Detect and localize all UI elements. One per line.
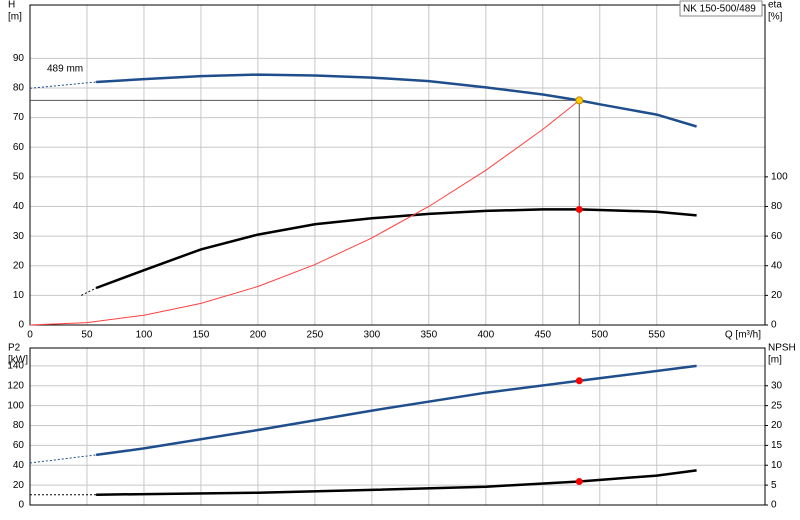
plot-border xyxy=(29,4,766,326)
x-tick-label: 250 xyxy=(307,330,324,341)
y2-tick-label: 60 xyxy=(771,231,783,242)
y2-tick-label: 40 xyxy=(771,260,783,271)
x-tick-label: 550 xyxy=(648,330,665,341)
x-tick-label: 500 xyxy=(591,330,608,341)
operating-point xyxy=(575,96,584,105)
y2-tick-label: 20 xyxy=(771,290,783,301)
y-tick-label: 10 xyxy=(13,290,25,301)
curve-label: 489 mm xyxy=(47,64,83,75)
y-tick-label: 140 xyxy=(7,361,24,372)
x-tick-label: 50 xyxy=(81,330,93,341)
chart-title: NK 150-500/489 xyxy=(683,4,756,15)
x-tick-label: 200 xyxy=(250,330,267,341)
x-tick-label: 350 xyxy=(420,330,437,341)
y2-tick-label: 0 xyxy=(771,500,777,511)
operating-point xyxy=(575,377,583,385)
plot-area xyxy=(30,348,765,505)
series-line xyxy=(95,208,697,290)
y-tick-label: 50 xyxy=(13,171,25,182)
x-tick-label: 150 xyxy=(193,330,210,341)
y2-tick-label: 80 xyxy=(771,201,783,212)
x-tick-label: 0 xyxy=(27,330,33,341)
y-tick-label: 80 xyxy=(13,83,25,94)
y-axis-unit: [kW] xyxy=(8,355,28,366)
series-line xyxy=(29,81,97,89)
series-line xyxy=(96,469,697,496)
x-axis-label: Q [m³/h] xyxy=(725,330,761,341)
y2-tick-label: 100 xyxy=(771,171,788,182)
y-tick-label: 40 xyxy=(13,201,25,212)
y2-tick-label: 5 xyxy=(771,480,777,491)
y2-axis-label: eta xyxy=(768,0,782,11)
y2-tick-label: 15 xyxy=(771,440,783,451)
series-line xyxy=(81,287,97,296)
y-axis-label: P2 xyxy=(8,343,21,354)
plot-border xyxy=(29,347,766,506)
y2-tick-label: 25 xyxy=(771,400,783,411)
x-tick-label: 400 xyxy=(477,330,494,341)
plot-area xyxy=(30,5,765,325)
y2-tick-label: 30 xyxy=(771,380,783,391)
y2-axis-label: NPSH xyxy=(768,343,796,354)
y-tick-label: 120 xyxy=(7,380,24,391)
y-tick-label: 90 xyxy=(13,53,25,64)
series-line xyxy=(96,73,697,128)
y2-axis-unit: [%] xyxy=(768,12,783,23)
operating-point xyxy=(575,205,583,213)
title-box xyxy=(679,0,763,17)
y-tick-label: 40 xyxy=(13,460,25,471)
x-tick-label: 100 xyxy=(136,330,153,341)
series-line xyxy=(29,454,97,464)
y2-tick-label: 0 xyxy=(771,320,777,331)
y-tick-label: 100 xyxy=(7,400,24,411)
series-line xyxy=(29,100,580,326)
y-tick-label: 70 xyxy=(13,112,25,123)
y-tick-label: 0 xyxy=(18,320,24,331)
y-axis-label: H xyxy=(8,0,15,11)
y-tick-label: 80 xyxy=(13,420,25,431)
operating-point xyxy=(575,478,583,486)
y-tick-label: 0 xyxy=(18,500,24,511)
y2-tick-label: 10 xyxy=(771,460,783,471)
x-tick-label: 450 xyxy=(534,330,551,341)
y-axis-unit: [m] xyxy=(8,12,22,23)
y-tick-label: 60 xyxy=(13,142,25,153)
y-tick-label: 60 xyxy=(13,440,25,451)
y-tick-label: 30 xyxy=(13,231,25,242)
y2-tick-label: 20 xyxy=(771,420,783,431)
x-tick-label: 300 xyxy=(364,330,381,341)
y2-axis-unit: [m] xyxy=(768,355,782,366)
y-tick-label: 20 xyxy=(13,480,25,491)
y-tick-label: 20 xyxy=(13,260,25,271)
